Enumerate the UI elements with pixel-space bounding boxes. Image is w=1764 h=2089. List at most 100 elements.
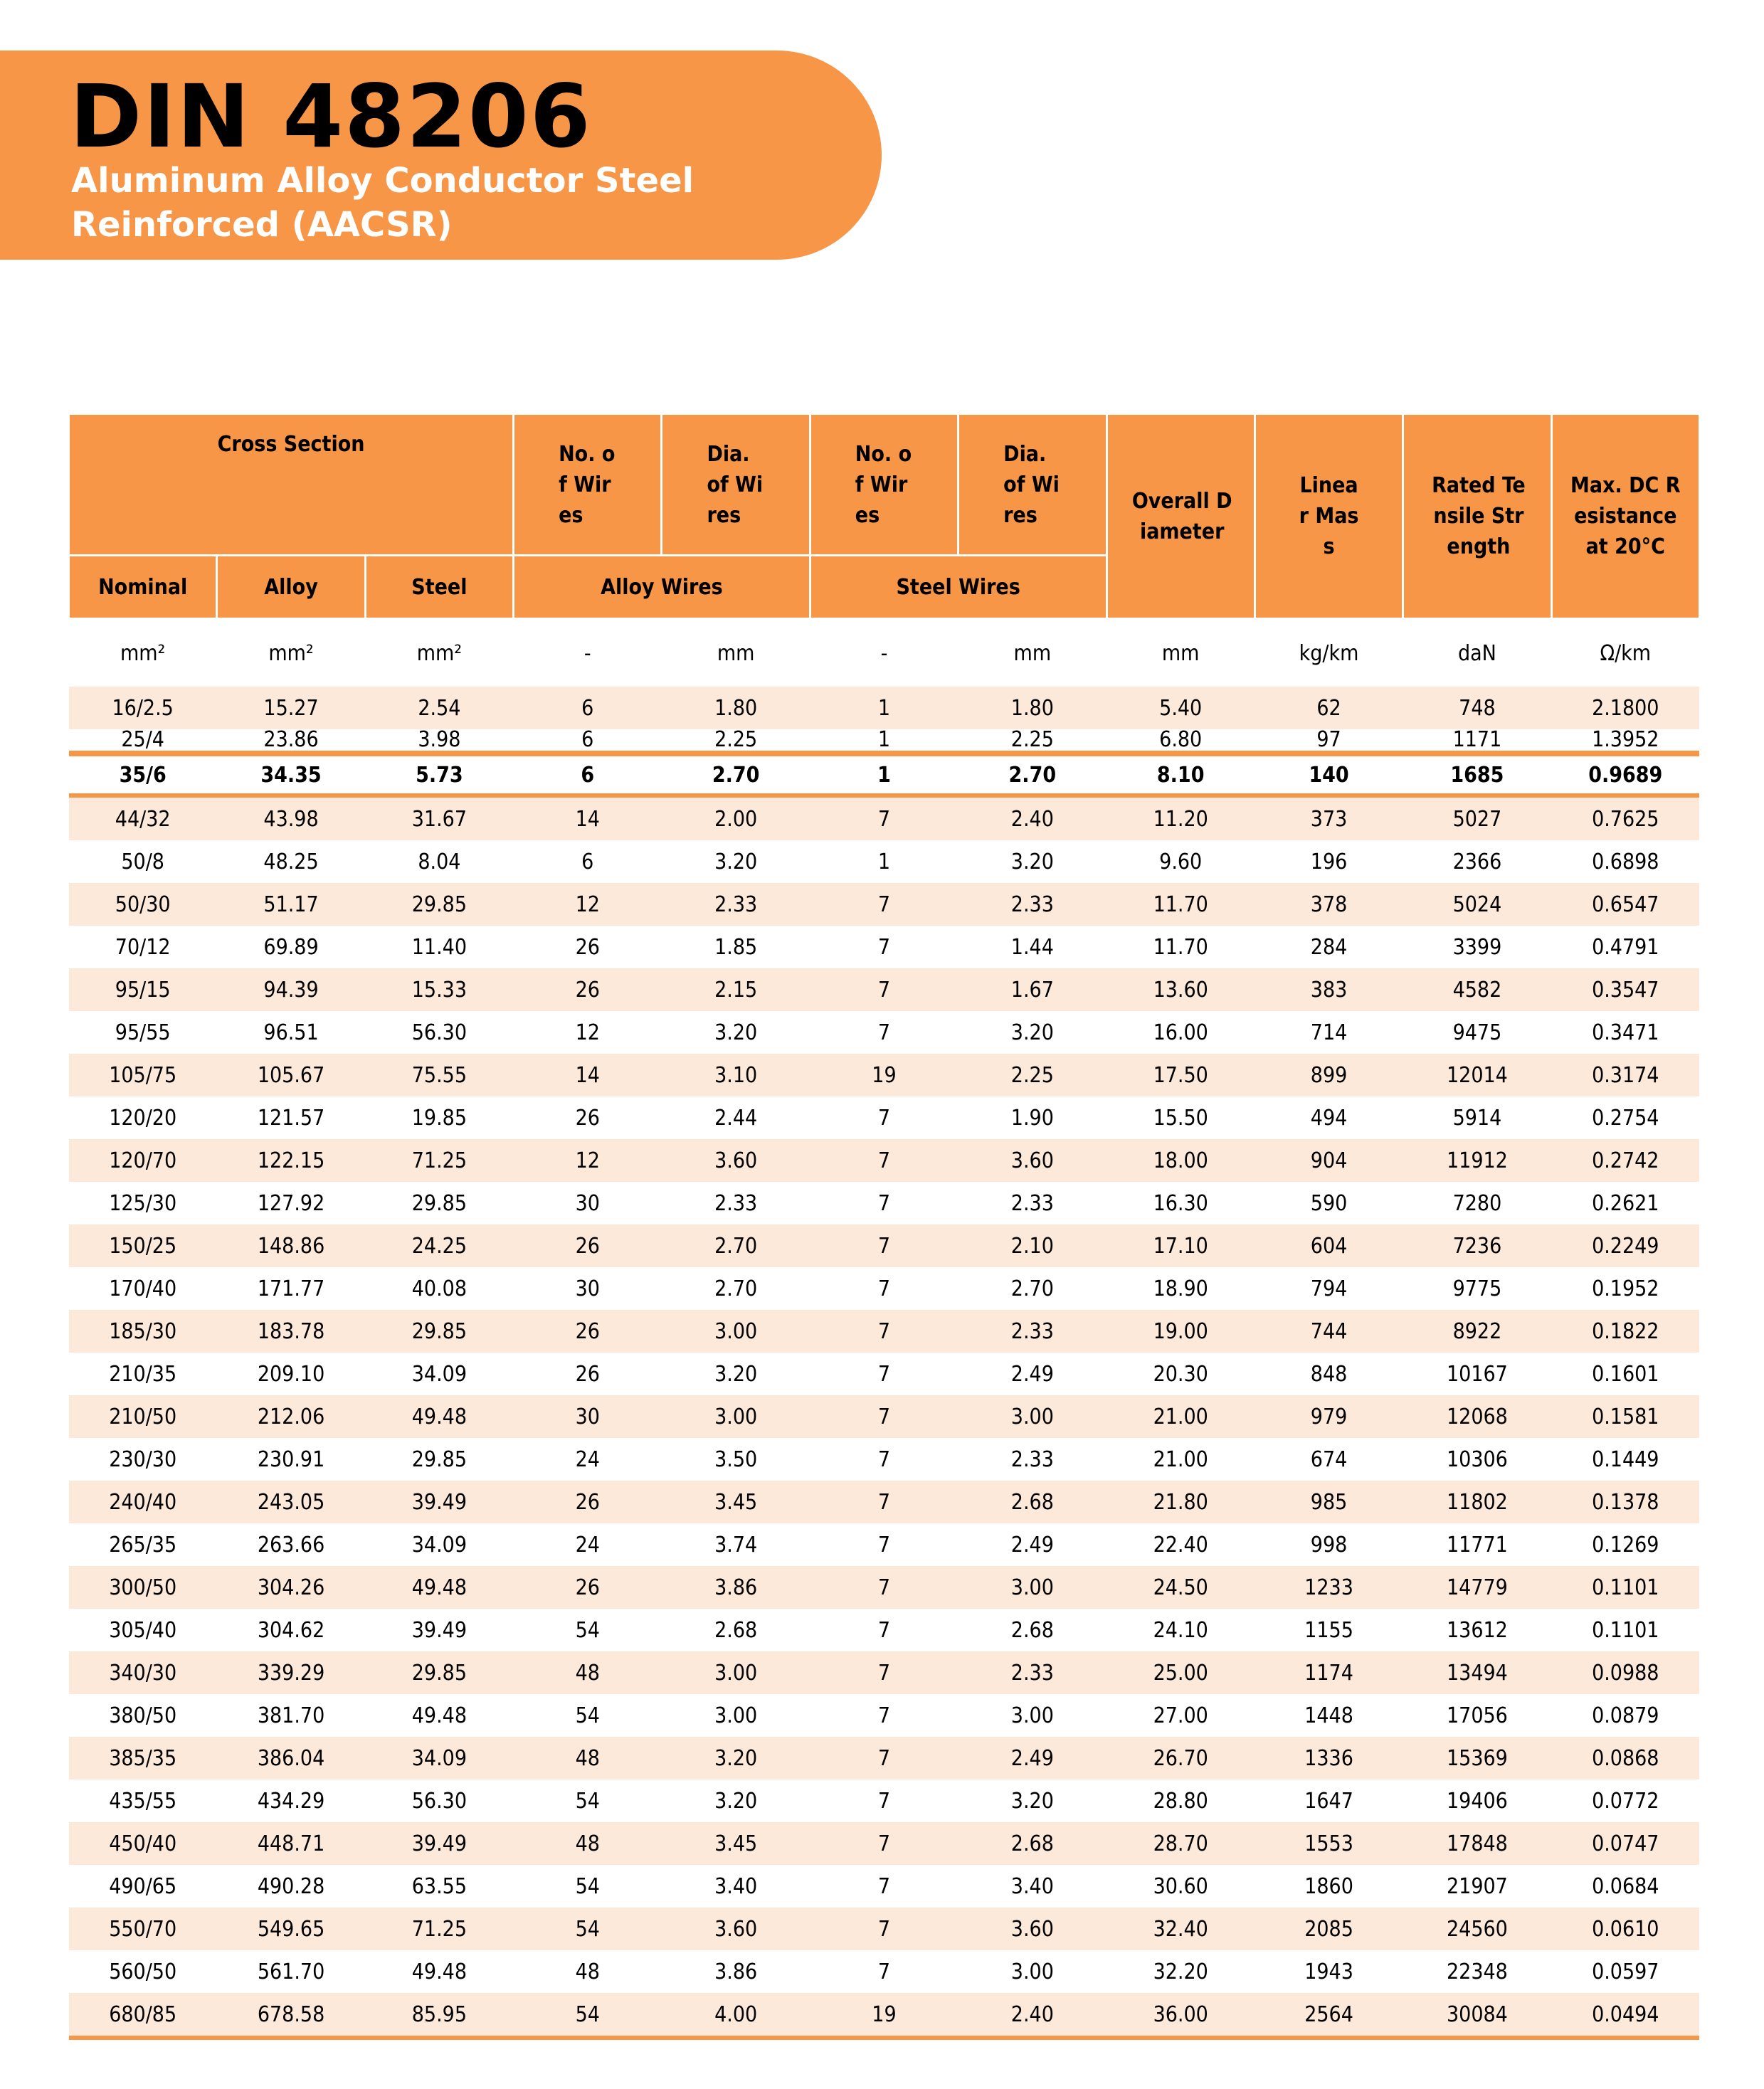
- table-cell: 7: [810, 1822, 958, 1865]
- table-cell: 34.09: [411, 1361, 468, 1387]
- table-cell: 13494: [1403, 1651, 1552, 1694]
- table-row: 50/8 48.25 8.04 6 3.20 1 3.20 9.60 196 2366 0.6898: [69, 840, 1700, 883]
- table-cell: 32.20: [1153, 1959, 1208, 1984]
- table-cell: 2.33: [1010, 1190, 1054, 1216]
- table-cell: 7: [877, 1532, 891, 1558]
- table-cell: 54: [575, 1617, 600, 1643]
- table-row: 50/30 51.17 29.85 12 2.33 7 2.33 11.70 378 5024 0.…: [68, 883, 1700, 926]
- table-row: 210/50 212.06 49.48 30 3.00 7 3.00 21.00 979 1206…: [68, 1395, 1700, 1438]
- table-cell: 54: [575, 1873, 600, 1899]
- table-cell: 2.33: [1010, 1447, 1054, 1472]
- table-cell: 265/35: [109, 1532, 177, 1558]
- table-cell: 2.33: [714, 1190, 758, 1216]
- table-cell: 7: [877, 1447, 891, 1472]
- page-title: DIN 48206: [70, 66, 592, 167]
- table-cell: 2.25: [1010, 727, 1054, 752]
- table-cell: 26: [575, 1105, 600, 1131]
- table-cell: 11.20: [1107, 795, 1255, 840]
- table-cell: 0.6898: [1592, 849, 1659, 874]
- table-cell: 0.1601: [1592, 1361, 1659, 1387]
- header-dia-steel-wires: Dia. of Wires: [957, 413, 1108, 556]
- table-row: 125/30 127.92 29.85 30 2.33 7 2.33 16.30 590 7280…: [69, 1182, 1700, 1225]
- table-cell: 3.98: [418, 727, 461, 752]
- table-cell: 0.0610: [1551, 1908, 1700, 1950]
- table-cell: 7: [810, 883, 958, 926]
- table-cell: 85.95: [365, 1993, 514, 2040]
- table-cell: 95/15: [68, 968, 217, 1011]
- table-cell: 7: [877, 1105, 891, 1131]
- table-cell: 18.00: [1107, 1139, 1255, 1182]
- table-cell: 3.00: [661, 1310, 810, 1353]
- unit-cell: Ω/km: [1600, 640, 1652, 666]
- table-cell: 97: [1316, 727, 1341, 752]
- table-cell: 3399: [1452, 934, 1502, 960]
- table-cell: 3.00: [714, 1703, 758, 1728]
- table-cell: 7: [810, 1139, 958, 1182]
- table-cell: 7: [877, 1190, 891, 1216]
- table-cell: 27.00: [1153, 1703, 1208, 1728]
- table-cell: 23.86: [263, 727, 319, 752]
- table-cell: 26: [513, 1481, 662, 1523]
- table-cell: 1: [877, 727, 891, 752]
- table-cell: 2.40: [958, 1993, 1107, 2040]
- table-cell: 300/50: [68, 1566, 217, 1609]
- table-cell: 18.90: [1153, 1276, 1208, 1301]
- table-cell: 15.50: [1153, 1105, 1208, 1131]
- table-cell: 2.10: [958, 1225, 1107, 1267]
- table-cell: 7: [877, 1020, 891, 1045]
- table-cell: 7: [810, 795, 958, 840]
- table-cell: 979: [1255, 1395, 1403, 1438]
- table-cell: 3.86: [661, 1566, 810, 1609]
- table-cell: 29.85: [365, 883, 514, 926]
- table-row: 380/50 381.70 49.48 54 3.00 7 3.00 27.00 1448 170…: [69, 1694, 1700, 1737]
- header-alloy: Alloy: [216, 554, 366, 620]
- table-cell: 3.10: [661, 1054, 810, 1096]
- unit-cell: mm: [1161, 640, 1200, 666]
- table-row: 385/35 386.04 34.09 48 3.20 7 2.49 26.70 1336 153…: [68, 1737, 1700, 1779]
- table-cell: 0.0988: [1551, 1651, 1700, 1694]
- table-cell: 7: [877, 1788, 891, 1814]
- table-cell: 2.49: [1010, 1361, 1054, 1387]
- table-cell: 11771: [1446, 1532, 1508, 1558]
- table-cell: 0.1101: [1551, 1566, 1700, 1609]
- table-row: 210/35 209.10 34.09 26 3.20 7 2.49 20.30 848 1016…: [69, 1353, 1700, 1395]
- table-cell: 1233: [1255, 1566, 1403, 1609]
- table-cell: 3.60: [661, 1139, 810, 1182]
- table-cell: 450/40: [68, 1822, 217, 1865]
- table-cell: 7: [810, 1395, 958, 1438]
- table-cell: 3.00: [1010, 1959, 1054, 1984]
- table-cell: 26: [513, 1310, 662, 1353]
- table-cell: 11.70: [1107, 883, 1255, 926]
- table-cell: 4582: [1403, 968, 1552, 1011]
- table-cell: 8922: [1403, 1310, 1552, 1353]
- table-cell: 0.1822: [1551, 1310, 1700, 1353]
- table-cell: 380/50: [109, 1703, 177, 1728]
- table-cell: 34.09: [411, 1532, 468, 1558]
- table-cell: 13612: [1446, 1617, 1508, 1643]
- header-steel-wires: Steel Wires: [808, 554, 1108, 620]
- table-cell: 24.50: [1107, 1566, 1255, 1609]
- table-cell: 30084: [1403, 1993, 1552, 2040]
- table-cell: 561.70: [257, 1959, 325, 1984]
- table-cell: 71.25: [365, 1139, 514, 1182]
- table-cell: 105.67: [216, 1054, 366, 1096]
- table-cell: 0.1378: [1551, 1481, 1700, 1523]
- table-cell: 7: [877, 1873, 891, 1899]
- table-cell: 170/40: [109, 1276, 177, 1301]
- table-cell: 140: [1255, 751, 1403, 798]
- table-cell: 6: [581, 727, 594, 752]
- table-cell: 2.33: [958, 1310, 1107, 1353]
- table-cell: 15.33: [365, 968, 514, 1011]
- table-cell: 678.58: [216, 1993, 366, 2040]
- table-cell: 263.66: [257, 1532, 325, 1558]
- header-cross-section: Cross Section: [67, 413, 515, 556]
- table-cell: 11912: [1403, 1139, 1552, 1182]
- table-cell: 29.85: [411, 1447, 468, 1472]
- table-cell: 48.25: [263, 849, 319, 874]
- table-cell: 1.3952: [1592, 727, 1659, 752]
- table-cell: 30: [575, 1276, 600, 1301]
- table-cell: 3.40: [714, 1873, 758, 1899]
- table-cell: 16/2.5: [68, 687, 217, 729]
- table-cell: 5.40: [1107, 687, 1255, 729]
- table-cell: 120/70: [68, 1139, 217, 1182]
